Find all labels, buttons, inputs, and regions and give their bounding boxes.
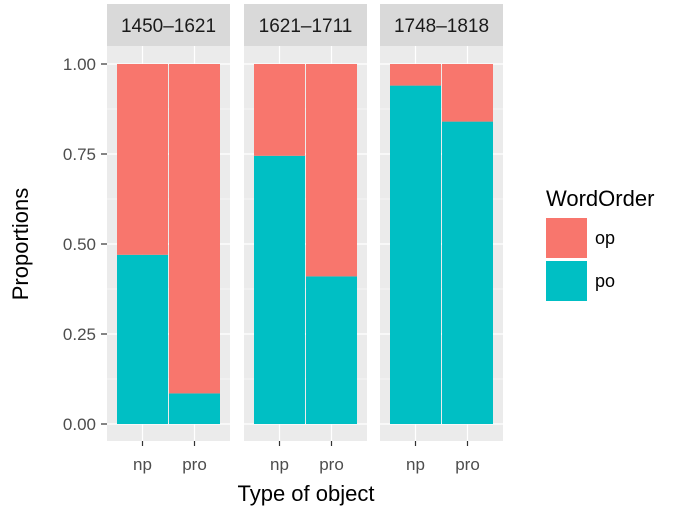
facet-panel: 1621–1711 np pro	[244, 4, 367, 474]
bar-op-np	[254, 64, 305, 156]
x-tick-label-np: np	[133, 455, 152, 474]
x-tick-label-np: np	[270, 455, 289, 474]
facet-strip	[380, 4, 503, 46]
legend: WordOrder op po	[546, 186, 654, 301]
y-tick-label: 0.00	[63, 415, 96, 434]
legend-label-po: po	[595, 271, 615, 291]
facet-strip	[244, 4, 367, 46]
bar-po-pro	[442, 121, 493, 424]
x-tick-label-np: np	[406, 455, 425, 474]
bar-op-np	[390, 64, 441, 86]
facet-panels: 1450–1621 np pro 1621–1711 np pro 1748–1818 np p…	[107, 4, 503, 474]
facet-strip-label: 1621–1711	[259, 16, 353, 37]
facet-strip-label: 1450–1621	[121, 16, 216, 37]
legend-title: WordOrder	[546, 186, 654, 211]
legend-key-po	[546, 261, 587, 301]
facet-strip	[107, 4, 230, 46]
y-tick-label: 0.75	[63, 145, 96, 164]
x-tick-label-pro: pro	[182, 455, 207, 474]
facet-strip-label: 1748–1818	[394, 16, 489, 37]
x-tick-label-pro: pro	[319, 455, 344, 474]
bar-po-np	[390, 85, 441, 424]
bar-po-np	[254, 155, 305, 425]
legend-label-op: op	[595, 228, 615, 248]
bar-op-pro	[442, 64, 493, 122]
x-axis-title: Type of object	[238, 481, 375, 506]
y-axis-title: Proportions	[8, 188, 33, 301]
bar-po-pro	[169, 393, 220, 424]
bar-op-pro	[169, 64, 220, 394]
y-tick-label: 1.00	[63, 55, 96, 74]
x-tick-label-pro: pro	[455, 455, 480, 474]
bar-op-pro	[306, 64, 357, 277]
facet-panel: 1748–1818 np pro	[380, 4, 503, 474]
facet-panel: 1450–1621 np pro	[107, 4, 230, 474]
bar-po-np	[117, 254, 168, 424]
y-axis: 0.00 0.25 0.50 0.75 1.00	[63, 55, 107, 434]
bar-op-np	[117, 64, 168, 255]
bar-po-pro	[306, 276, 357, 424]
legend-key-op	[546, 218, 587, 258]
y-tick-label: 0.50	[63, 235, 96, 254]
y-tick-label: 0.25	[63, 325, 96, 344]
